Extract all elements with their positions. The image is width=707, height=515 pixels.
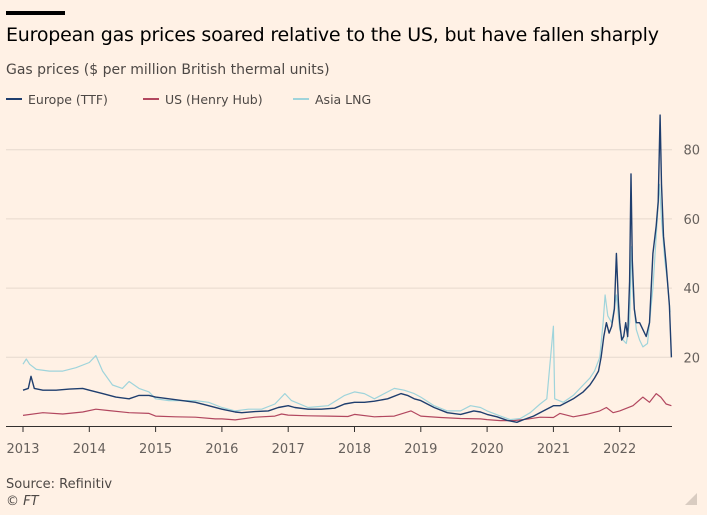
series-line-us — [22, 393, 672, 422]
x-tick-label-2014: 2014 — [73, 442, 106, 457]
y-tick-label-40: 40 — [683, 282, 700, 297]
ft-top-bar — [6, 11, 65, 15]
line-chart: 20 40 60 80 2013 2014 2015 2016 2017 2018 2019 2020… — [6, 114, 700, 457]
legend-item-us: US (Henry Hub) — [143, 92, 263, 107]
legend-label-asia: Asia LNG — [315, 92, 372, 107]
x-tick-label-2013: 2013 — [6, 442, 39, 457]
y-tick-label-60: 60 — [683, 213, 700, 228]
y-tick-label-80: 80 — [683, 144, 700, 159]
chart-title: European gas prices soared relative to t… — [6, 24, 659, 46]
copyright-note: © FT — [6, 494, 39, 509]
y-tick-label-20: 20 — [683, 351, 700, 366]
legend-label-us: US (Henry Hub) — [165, 92, 263, 107]
x-tick-label-2020: 2020 — [471, 442, 504, 457]
x-tick-label-2022: 2022 — [603, 442, 636, 457]
x-tick-label-2021: 2021 — [537, 442, 570, 457]
x-tick-label-2017: 2017 — [272, 442, 305, 457]
source-note: Source: Refinitiv — [6, 477, 113, 492]
x-tick-label-2016: 2016 — [205, 442, 238, 457]
x-tick-label-2018: 2018 — [338, 442, 371, 457]
x-tick-label-2019: 2019 — [404, 442, 437, 457]
legend-swatch-asia — [293, 97, 309, 100]
legend-label-europe: Europe (TTF) — [28, 92, 108, 107]
legend-item-europe: Europe (TTF) — [6, 92, 108, 107]
chart-subtitle: Gas prices ($ per million British therma… — [6, 62, 330, 78]
legend-swatch-europe — [6, 97, 22, 100]
legend-item-asia: Asia LNG — [293, 92, 371, 107]
x-tick-label-2015: 2015 — [139, 442, 172, 457]
series-line-asia — [22, 183, 671, 421]
resize-grip-icon — [685, 493, 697, 505]
series-line-europe — [22, 114, 673, 423]
legend-swatch-us — [143, 97, 159, 100]
